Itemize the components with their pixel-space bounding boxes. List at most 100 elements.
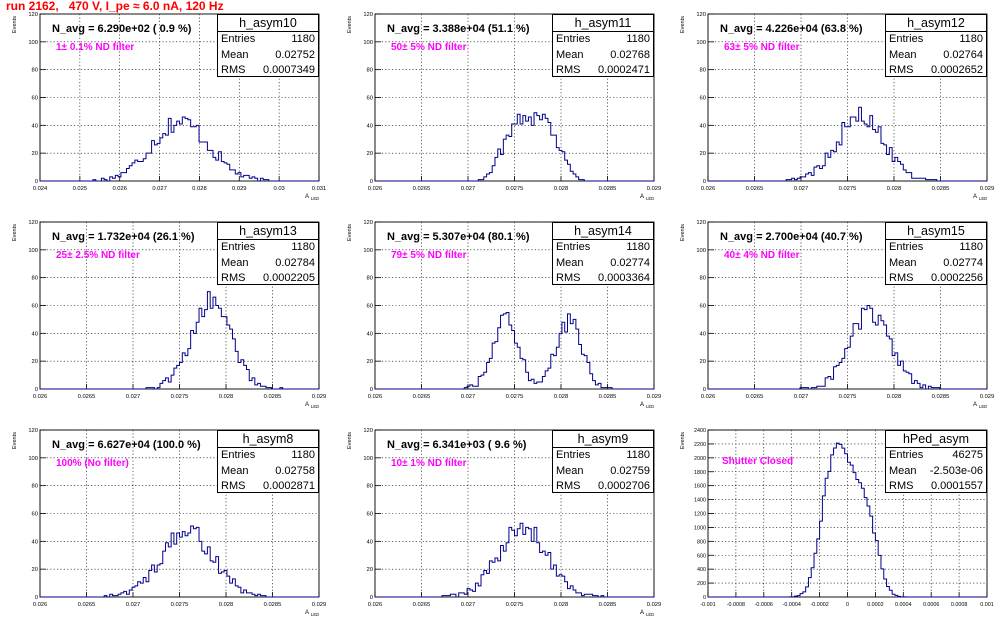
- x-tick-label: -0.0002: [810, 602, 828, 608]
- y-tick-label: 40: [32, 539, 38, 545]
- histogram-line: [708, 305, 987, 390]
- stats-row-mean: Mean 0.02784: [218, 256, 318, 272]
- plot-frame: [707, 429, 988, 598]
- histogram-line: [375, 112, 654, 182]
- plot-frame: [707, 13, 988, 182]
- filter-label: 1± 0.1% ND filter: [56, 42, 135, 53]
- plot-frame: [374, 221, 655, 390]
- stats-value: 0.02758: [275, 464, 315, 477]
- y-tick-label: 60: [700, 304, 706, 310]
- y-tick-label: 80: [32, 68, 38, 74]
- x-axis-label-sub: LED: [646, 612, 654, 617]
- y-axis-label: Events: [12, 224, 18, 241]
- y-tick-label: 60: [32, 304, 38, 310]
- stats-key: Mean: [221, 48, 249, 61]
- histogram-name: h_asym8: [218, 431, 318, 448]
- y-tick-label: 120: [363, 220, 373, 226]
- x-tick-label: 0: [846, 602, 849, 608]
- y-tick-label: 1800: [694, 470, 706, 476]
- x-tick-label: 0.027: [794, 394, 809, 400]
- navg-label: N_avg = 1.732e+04 (26.1 %): [52, 231, 195, 243]
- stats-box: h_asym14 Entries 1180 Mean 0.02774 RMS 0.00033…: [552, 222, 654, 285]
- x-tick-label: 0.029: [232, 186, 247, 192]
- y-tick-label: 2000: [694, 456, 706, 462]
- stats-value: 0.0002205: [263, 272, 315, 284]
- stats-row-rms: RMS 0.0002871: [218, 479, 318, 495]
- histogram-line: [40, 525, 319, 598]
- y-tick-label: 600: [697, 553, 706, 559]
- x-tick-label: 0.0285: [932, 186, 950, 192]
- y-tick-label: 80: [367, 68, 373, 74]
- plot-frame: [374, 13, 655, 182]
- x-tick-label: 0.027: [794, 186, 809, 192]
- x-tick-label: 0.026: [33, 394, 48, 400]
- stats-value: -2.503e-06: [929, 464, 983, 477]
- stats-value: 0.02764: [943, 48, 983, 61]
- x-tick-label: 0.0265: [413, 186, 431, 192]
- x-axis-label: A: [640, 194, 644, 200]
- stats-value: 46275: [952, 449, 983, 461]
- navg-label: N_avg = 5.307e+04 (80.1 %): [387, 231, 530, 243]
- stats-box: h_asym13 Entries 1180 Mean 0.02784 RMS 0.00022…: [217, 222, 319, 285]
- stats-key: Entries: [889, 33, 924, 45]
- y-tick-label: 800: [697, 539, 706, 545]
- page-title: run 2162, 470 V, I_pe ≈ 6.0 nA, 120 Hz: [6, 0, 224, 13]
- y-tick-label: 0: [370, 387, 373, 393]
- stats-key: RMS: [889, 480, 914, 492]
- x-tick-label: 0.0004: [895, 602, 912, 608]
- x-tick-label: 0.0265: [413, 394, 431, 400]
- x-tick-label: 0.027: [461, 394, 476, 400]
- y-tick-label: 60: [367, 96, 373, 102]
- x-tick-label: 0.0285: [264, 602, 282, 608]
- y-tick-label: 120: [28, 220, 38, 226]
- stats-value: 0.0002652: [931, 64, 983, 76]
- y-tick-label: 1600: [694, 484, 706, 490]
- stats-row-mean: Mean 0.02774: [886, 256, 986, 272]
- x-tick-label: 0.0275: [506, 186, 524, 192]
- histogram-panel-h_asym10: 0.024 0.025 0.026 0.027 0.028 0.029 0.03 0.031 0…: [0, 12, 328, 209]
- filter-label: Shutter Closed: [722, 456, 794, 467]
- stats-row-rms: RMS 0.0002256: [886, 271, 986, 287]
- stats-key: Mean: [556, 256, 584, 269]
- x-tick-label: 0.026: [112, 186, 127, 192]
- x-tick-label: -0.0004: [783, 602, 801, 608]
- filter-label: 50± 5% ND filter: [391, 42, 467, 53]
- stats-row-entries: Entries 1180: [553, 240, 653, 256]
- stats-box: hPed_asym Entries 46275 Mean -2.503e-06 RMS 0.…: [885, 430, 987, 493]
- x-axis-label-sub: LED: [311, 196, 319, 201]
- x-tick-label: 0.0265: [78, 602, 96, 608]
- x-tick-label: 0.028: [554, 186, 569, 192]
- y-axis-label: Events: [347, 432, 353, 449]
- y-tick-label: 100: [363, 456, 373, 462]
- x-tick-label: 0.025: [73, 186, 88, 192]
- y-tick-label: 0: [35, 595, 38, 601]
- stats-value: 1180: [291, 33, 315, 45]
- stats-key: Mean: [889, 464, 917, 477]
- stats-key: RMS: [556, 64, 581, 76]
- x-tick-label: 0.026: [701, 394, 716, 400]
- x-tick-label: 0.026: [368, 602, 383, 608]
- stats-box: h_asym8 Entries 1180 Mean 0.02758 RMS 0.000287…: [217, 430, 319, 493]
- histogram-name: h_asym14: [553, 223, 653, 240]
- x-axis-label-sub: LED: [311, 612, 319, 617]
- histogram-name: h_asym15: [886, 223, 986, 240]
- stats-value: 1180: [626, 449, 650, 461]
- x-tick-label: 0.026: [33, 602, 48, 608]
- stats-row-rms: RMS 0.0001557: [886, 479, 986, 495]
- y-tick-label: 40: [367, 331, 373, 337]
- stats-value: 0.0002471: [598, 64, 650, 76]
- filter-label: 25± 2.5% ND filter: [56, 250, 140, 261]
- y-tick-label: 0: [370, 179, 373, 185]
- y-axis-label: Events: [12, 432, 18, 449]
- y-tick-label: 100: [28, 456, 38, 462]
- x-tick-label: 0.029: [980, 394, 995, 400]
- y-tick-label: 0: [35, 179, 38, 185]
- plot-frame: [39, 429, 320, 598]
- histogram-panel-h_asym9: 0.026 0.0265 0.027 0.0275 0.028 0.0285 0.029 0 2…: [335, 428, 663, 625]
- y-tick-label: 40: [32, 331, 38, 337]
- y-tick-label: 20: [32, 567, 38, 573]
- x-tick-label: 0.027: [152, 186, 167, 192]
- stats-row-entries: Entries 1180: [218, 32, 318, 48]
- x-axis-label-sub: LED: [646, 404, 654, 409]
- x-tick-label: 0.0265: [746, 394, 764, 400]
